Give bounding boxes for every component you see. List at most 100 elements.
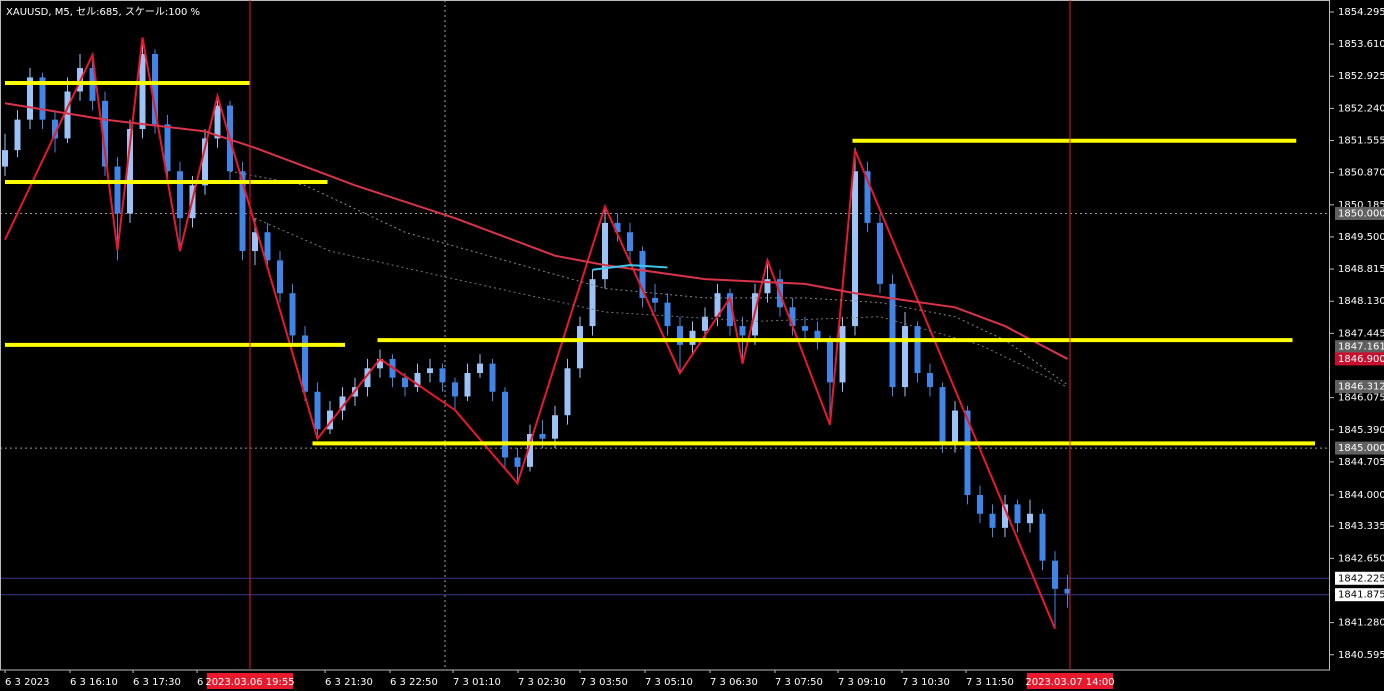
candle-body [652, 297, 658, 303]
x-tick-label: 7 3 10:30 [902, 677, 950, 688]
x-tick-label: 6 [197, 677, 203, 688]
candle-body [177, 171, 183, 219]
x-tick-label: 6 3 2023 [5, 677, 50, 688]
candle-body [527, 433, 533, 467]
y-tick-label: 1850.870 [1338, 168, 1384, 179]
candle-body [489, 363, 496, 392]
candle-body [27, 77, 33, 120]
y-tick-label: 1848.815 [1338, 264, 1384, 275]
x-tick-label: 7 3 02:30 [518, 677, 566, 688]
price-box-label: 1841.875 [1338, 590, 1384, 601]
candle-body [977, 494, 983, 514]
candle-body [277, 260, 283, 294]
candle-body [514, 457, 521, 467]
price-box [1335, 340, 1384, 354]
candle-body [889, 283, 896, 388]
candle-body [727, 293, 733, 327]
candle-body [789, 307, 796, 327]
candle-body [477, 363, 483, 374]
x-tick-label: 6 3 22:50 [390, 677, 438, 688]
y-tick-label: 1841.280 [1338, 618, 1384, 629]
candle-body [602, 222, 608, 280]
x-tick-label: 7 3 09:10 [838, 677, 886, 688]
indicator-line [592, 264, 668, 271]
y-tick-label: 1852.240 [1338, 103, 1384, 114]
y-tick-label: 1842.650 [1338, 553, 1384, 564]
candle-body [414, 373, 421, 388]
price-box [1335, 352, 1384, 366]
candle-body [689, 330, 696, 345]
x-tick-label: 7 3 06:30 [710, 677, 758, 688]
candle-body [327, 410, 333, 430]
chart-title: XAUUSD, M5, セル:685, スケール:100 % [6, 6, 200, 18]
candle-body [1014, 504, 1021, 524]
candle-body [714, 293, 721, 317]
x-tick-label: 7 3 03:50 [580, 677, 628, 688]
candle-body [539, 433, 546, 439]
indicator-line [4, 37, 1056, 630]
candle-body [14, 119, 21, 151]
candle-body [627, 232, 633, 252]
candle-body [402, 377, 408, 388]
candle-body [2, 150, 8, 167]
candle-body [427, 368, 433, 374]
price-box-label: 1850.000 [1338, 208, 1384, 219]
candle-body [114, 166, 121, 214]
candle-body [914, 326, 921, 374]
candle-body [364, 368, 371, 388]
candle-body [39, 77, 46, 120]
y-tick-label: 1844.000 [1338, 490, 1384, 501]
x-tick-label: 6 3 16:10 [70, 677, 118, 688]
price-box-label: 1846.312 [1338, 382, 1384, 393]
candle-body [964, 410, 971, 495]
candle-body [552, 415, 558, 439]
candle-body [952, 410, 958, 444]
candle-body [1039, 513, 1046, 561]
candle-body [439, 368, 446, 383]
candle-body [564, 368, 571, 416]
price-box-label: 1845.000 [1338, 443, 1384, 454]
y-tick-label: 1840.595 [1338, 650, 1384, 661]
y-tick-label: 1848.130 [1338, 296, 1384, 307]
price-box-label: 1842.225 [1338, 573, 1384, 584]
candle-body [239, 171, 246, 252]
candle-body [502, 391, 508, 458]
candle-body [127, 129, 133, 214]
candle-body [164, 124, 171, 172]
x-tick-label: 7 3 05:10 [645, 677, 693, 688]
plot [0, 37, 1330, 630]
candle-body [852, 171, 858, 327]
candle-body [202, 138, 208, 186]
candle-body [802, 326, 808, 331]
candle-body [52, 119, 58, 139]
candle-body [464, 373, 471, 397]
candle-body [252, 232, 258, 252]
candle-body [1064, 588, 1071, 594]
candle-body [827, 340, 833, 383]
candle-body [864, 171, 871, 223]
candle-body [589, 279, 596, 327]
price-box [1335, 588, 1384, 602]
x-tick-label: 7 3 11:50 [966, 677, 1014, 688]
candle-body [664, 302, 671, 327]
candle-body [339, 396, 346, 411]
candle-body [102, 100, 108, 167]
candle-body [839, 326, 846, 383]
candle-body [764, 279, 771, 294]
y-tick-label: 1844.705 [1338, 457, 1384, 468]
candle-body [289, 293, 296, 336]
price-box [1335, 380, 1384, 394]
candle-body [152, 53, 158, 125]
x-tick-label: 7 3 07:50 [775, 677, 823, 688]
cursor-label: 2023.03.06 19:55 [205, 677, 294, 688]
candle-body [1002, 504, 1008, 528]
candle-body [989, 513, 996, 528]
candle-body [877, 222, 883, 284]
price-box [1335, 571, 1384, 585]
indicator-line [4, 102, 1068, 360]
cursor-box [1027, 673, 1113, 689]
y-tick-label: 1853.610 [1338, 39, 1384, 50]
candle-body [577, 326, 583, 369]
